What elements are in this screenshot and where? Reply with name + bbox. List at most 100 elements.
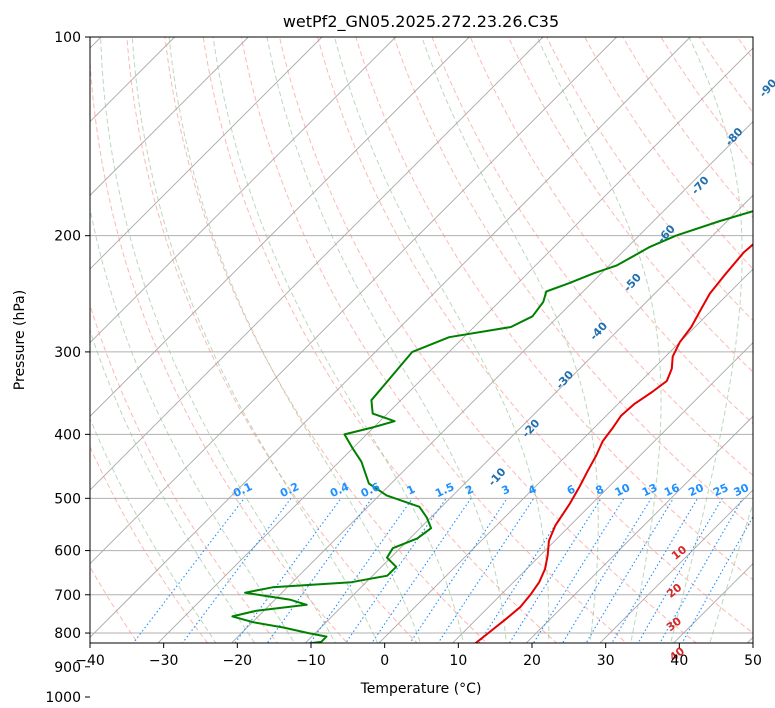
y-tick-label: 700 bbox=[54, 588, 81, 604]
isotherm bbox=[90, 37, 323, 270]
mixing-ratio-line bbox=[508, 498, 602, 643]
moist-adiabat bbox=[334, 37, 550, 643]
dry-adiabat bbox=[622, 37, 753, 219]
series-layer bbox=[231, 210, 753, 643]
x-tick-label: 40 bbox=[670, 653, 688, 669]
isotherm bbox=[304, 194, 753, 643]
dry-adiabat bbox=[660, 37, 753, 167]
x-tick-label: 50 bbox=[744, 653, 762, 669]
y-tick-label: 200 bbox=[54, 229, 81, 245]
mixing-ratio-label: 10 bbox=[613, 481, 633, 499]
mixing-ratio-line bbox=[266, 497, 373, 643]
wet-bulb-label: -20 bbox=[519, 416, 542, 440]
y-tick-label: 500 bbox=[54, 491, 81, 507]
dry-adiabat bbox=[546, 37, 753, 322]
x-tick-label: −30 bbox=[149, 653, 179, 669]
x-tick-label: −40 bbox=[75, 653, 105, 669]
x-tick-label: −10 bbox=[296, 653, 326, 669]
mixing-ratio-line bbox=[437, 497, 535, 643]
y-tick-label: 100 bbox=[54, 30, 81, 46]
potential-temp-label: 20 bbox=[664, 581, 684, 601]
isotherm bbox=[753, 37, 775, 708]
isotherm bbox=[157, 47, 753, 643]
wet-bulb-label: -70 bbox=[689, 173, 712, 197]
potential-temp-label: 10 bbox=[669, 543, 689, 563]
mixing-ratio-line bbox=[478, 497, 574, 643]
dry-adiabat bbox=[202, 37, 558, 643]
dry-adiabat bbox=[90, 53, 348, 643]
moist-adiabat bbox=[90, 206, 296, 643]
wet-bulb-label: -80 bbox=[723, 125, 746, 149]
isotherm bbox=[673, 563, 753, 643]
moist-adiabat bbox=[131, 37, 379, 643]
mixing-ratio-line bbox=[561, 498, 652, 643]
mixing-ratio-label: 0.1 bbox=[231, 480, 254, 500]
mixing-ratio-line bbox=[132, 497, 245, 643]
moist-adiabat bbox=[168, 37, 421, 643]
dry-adiabat bbox=[393, 37, 753, 529]
isotherm bbox=[90, 37, 691, 638]
mixing-ratio-line bbox=[409, 497, 508, 643]
y-tick-label: 1000 bbox=[45, 690, 81, 706]
moist-adiabat bbox=[212, 37, 464, 643]
x-tick-label: 20 bbox=[523, 653, 541, 669]
mixing-ratio-label: 2 bbox=[463, 483, 475, 498]
dry-adiabat bbox=[584, 37, 753, 270]
dewpoint-profile bbox=[231, 210, 753, 643]
y-tick-label: 400 bbox=[54, 427, 81, 443]
moist-adiabat bbox=[100, 37, 337, 643]
moist-adiabat bbox=[90, 328, 256, 643]
mixing-ratio-line bbox=[611, 498, 699, 643]
mixing-ratio-line bbox=[309, 497, 413, 643]
dry-adiabat bbox=[90, 303, 279, 643]
temperature-profile bbox=[474, 243, 753, 643]
wet-bulb-label: -40 bbox=[587, 319, 610, 343]
dry-adiabat bbox=[126, 37, 418, 643]
moist-adiabat bbox=[421, 37, 599, 643]
mixing-ratio-line bbox=[681, 515, 753, 643]
isotherm bbox=[231, 121, 753, 643]
dry-adiabat bbox=[90, 445, 209, 643]
mixing-ratio-label: 0.6 bbox=[359, 480, 382, 500]
mixing-ratio-line bbox=[181, 497, 292, 643]
y-tick-label: 300 bbox=[54, 345, 81, 361]
moist-adiabat bbox=[266, 37, 507, 643]
isotherm bbox=[90, 37, 544, 491]
isopleth-labels: 0.10.20.40.611.523468101316202530-100-90… bbox=[231, 76, 775, 664]
x-tick-label: −20 bbox=[223, 653, 253, 669]
mixing-ratio-label: 30 bbox=[732, 481, 752, 499]
isotherm bbox=[90, 37, 249, 196]
y-tick-label: 900 bbox=[54, 660, 81, 676]
background-lines bbox=[90, 37, 775, 708]
isotherm bbox=[599, 489, 753, 643]
moist-adiabat bbox=[536, 37, 662, 643]
mixing-ratio-label: 3 bbox=[500, 483, 512, 498]
dry-adiabat bbox=[736, 37, 753, 61]
isotherm bbox=[525, 415, 753, 643]
moist-adiabat bbox=[90, 417, 217, 643]
mixing-ratio-line bbox=[345, 497, 447, 643]
mixing-ratio-line bbox=[637, 498, 723, 643]
y-tick-label: 600 bbox=[54, 544, 81, 560]
dry-adiabat bbox=[90, 566, 139, 643]
y-axis-label: Pressure (hPa) bbox=[12, 290, 28, 390]
wet-bulb-label: -30 bbox=[553, 368, 576, 392]
dry-adiabat bbox=[240, 37, 628, 643]
dry-adiabat bbox=[431, 37, 753, 477]
y-axis: 100 200 300 400 500 600 700 800 900 1000 bbox=[45, 30, 90, 706]
mixing-ratio-line bbox=[371, 497, 472, 643]
mixing-ratio-line bbox=[532, 498, 625, 643]
mixing-ratio-label: 13 bbox=[640, 481, 659, 499]
mixing-ratio-label: 25 bbox=[711, 481, 730, 499]
isotherm bbox=[452, 342, 753, 643]
isotherm bbox=[90, 37, 396, 344]
mixing-ratio-label: 0.2 bbox=[278, 480, 301, 500]
isotherm bbox=[90, 37, 470, 417]
plot-frame bbox=[89, 36, 754, 644]
x-tick-label: 30 bbox=[597, 653, 615, 669]
dry-adiabat bbox=[317, 37, 753, 634]
moist-adiabat bbox=[709, 501, 753, 643]
dry-adiabat bbox=[164, 37, 488, 643]
y-tick-label: 800 bbox=[54, 626, 81, 642]
